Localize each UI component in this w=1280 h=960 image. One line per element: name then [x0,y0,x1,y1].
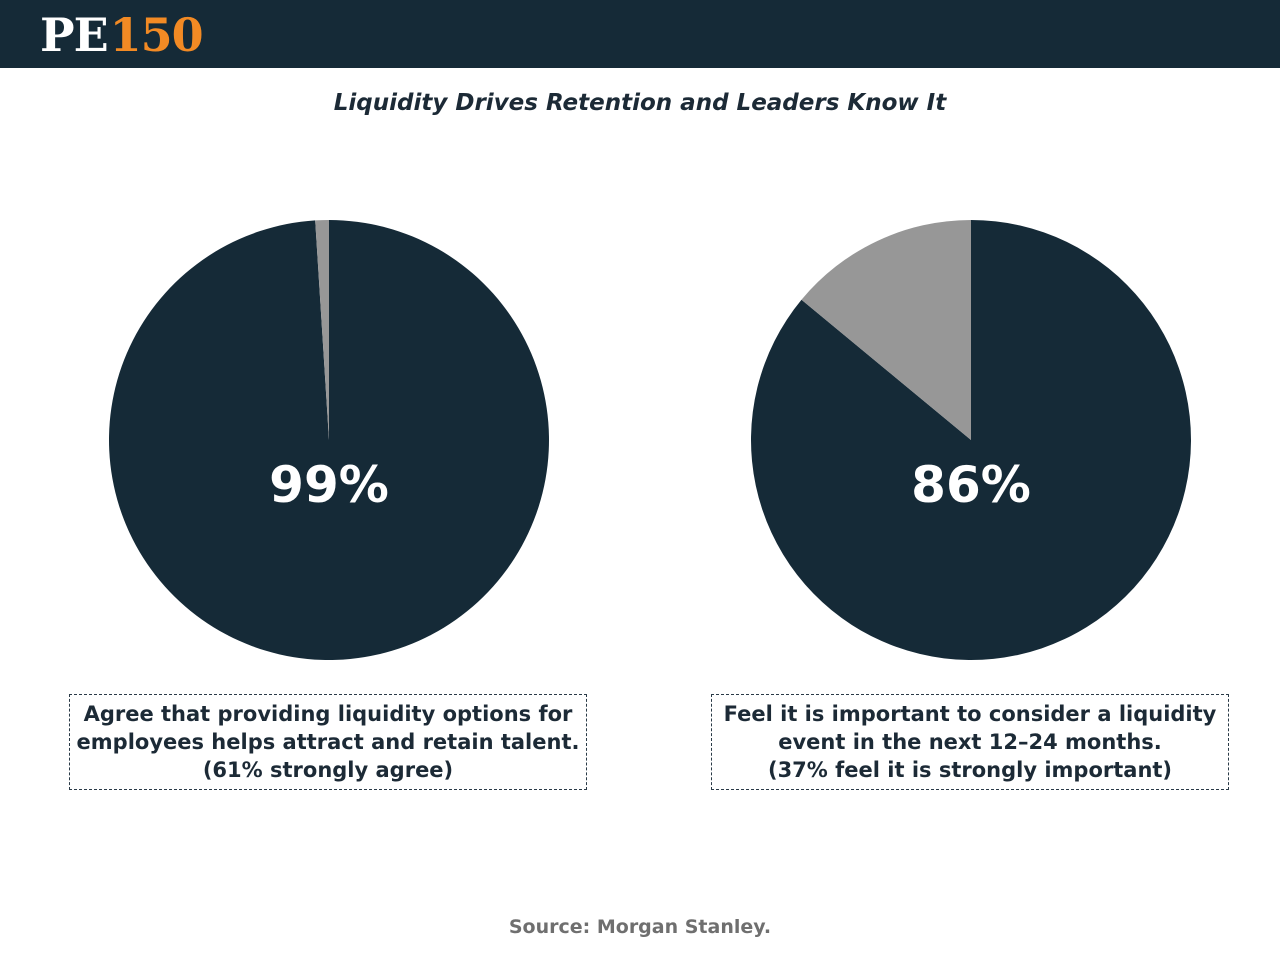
caption-line: Agree that providing liquidity options f… [83,702,573,726]
logo-pe-text: PE [40,8,109,62]
source-note: Source: Morgan Stanley. [508,916,772,938]
pie-center-label: 86% [911,456,1031,514]
pie-chart-retention [108,220,549,660]
pie-center-label: 99% [269,456,389,514]
caption-line: employees helps attract and retain talen… [76,730,580,754]
chart-title: Liquidity Drives Retention and Leaders K… [333,90,947,116]
header-bar: PE150 [0,0,1280,68]
caption-line: (61% strongly agree) [202,758,454,782]
caption-box-liquidity-event: Feel it is important to consider a liqui… [711,694,1229,790]
pie-slice-primary [108,220,549,660]
pie-chart-liquidity-event [751,220,1191,660]
pe150-logo: PE150 [40,8,204,62]
pie-slice-remainder [315,220,329,440]
caption-line: event in the next 12–24 months. [778,730,1162,754]
logo-number-text: 150 [109,8,204,62]
caption-box-retention: Agree that providing liquidity options f… [69,694,587,790]
caption-line: (37% feel it is strongly important) [767,758,1173,782]
pie-slice-remainder [801,220,971,440]
caption-line: Feel it is important to consider a liqui… [723,702,1217,726]
